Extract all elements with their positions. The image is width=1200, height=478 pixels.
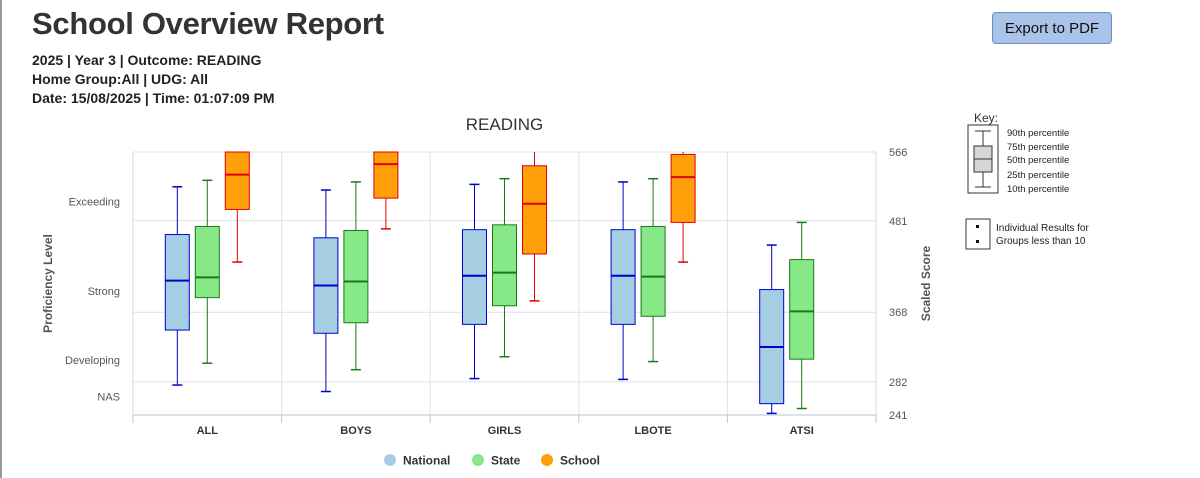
key-individual-label: Groups less than 10	[996, 236, 1086, 247]
left-axis-label: Proficiency Level	[41, 234, 55, 333]
key-frame	[967, 124, 999, 194]
proficiency-tick-label: Exceeding	[69, 196, 120, 208]
scaled-score-tick-label: 566	[889, 147, 907, 159]
report-meta-group: Home Group:All | UDG: All	[32, 71, 209, 87]
scaled-score-tick-label: 368	[889, 307, 907, 319]
x-tick-label: GIRLS	[488, 425, 522, 437]
state-atsi-box	[789, 259, 815, 360]
school-legend-label: School	[560, 454, 600, 468]
key-percentile-label: 25th percentile	[1007, 170, 1069, 181]
state-legend-label: State	[491, 454, 521, 468]
national-legend-label: National	[403, 454, 450, 468]
page-title: School Overview Report	[32, 6, 384, 41]
national-legend-marker[interactable]	[384, 454, 396, 466]
scaled-score-tick-label: 282	[889, 377, 907, 389]
state-legend-marker[interactable]	[472, 454, 484, 466]
scaled-score-tick-label: 241	[889, 410, 907, 422]
school-lbote-box	[670, 153, 696, 223]
x-tick-label: LBOTE	[634, 425, 671, 437]
proficiency-tick-label: NAS	[97, 391, 120, 403]
key-title: Key:	[974, 111, 998, 125]
key-individual-dot	[976, 225, 979, 228]
left-border	[0, 0, 2, 478]
chart-title: READING	[466, 115, 543, 134]
national-lbote-box	[610, 229, 636, 325]
key-percentile-label: 75th percentile	[1007, 142, 1069, 153]
x-tick-label: ATSI	[790, 425, 814, 437]
export-pdf-button[interactable]: Export to PDF	[992, 12, 1112, 44]
x-tick-label: BOYS	[340, 425, 371, 437]
state-boys-box	[343, 229, 369, 324]
report-meta-date: Date: 15/08/2025 | Time: 01:07:09 PM	[32, 90, 275, 106]
key-individual-dot	[976, 240, 979, 243]
school-boys-box	[373, 151, 399, 199]
key-percentile-label: 10th percentile	[1007, 184, 1069, 195]
key-individual-frame	[965, 218, 991, 250]
report-meta-outcome: 2025 | Year 3 | Outcome: READING	[32, 52, 262, 68]
school-girls-box	[522, 165, 547, 255]
key-individual-label: Individual Results for	[996, 223, 1089, 234]
x-tick-label: ALL	[197, 425, 219, 437]
right-axis-label: Scaled Score	[919, 245, 933, 321]
proficiency-tick-label: Developing	[65, 355, 120, 367]
scaled-score-tick-label: 481	[889, 216, 907, 228]
national-girls-box	[462, 229, 487, 325]
key-percentile-label: 90th percentile	[1007, 128, 1069, 139]
key-percentile-label: 50th percentile	[1007, 155, 1069, 166]
state-girls-box	[492, 224, 517, 307]
school-all-box	[224, 151, 250, 210]
school-legend-marker[interactable]	[541, 454, 553, 466]
state-lbote-box	[640, 225, 666, 317]
national-all-box	[164, 234, 190, 331]
proficiency-tick-label: Strong	[88, 286, 120, 298]
state-all-box	[194, 225, 220, 299]
